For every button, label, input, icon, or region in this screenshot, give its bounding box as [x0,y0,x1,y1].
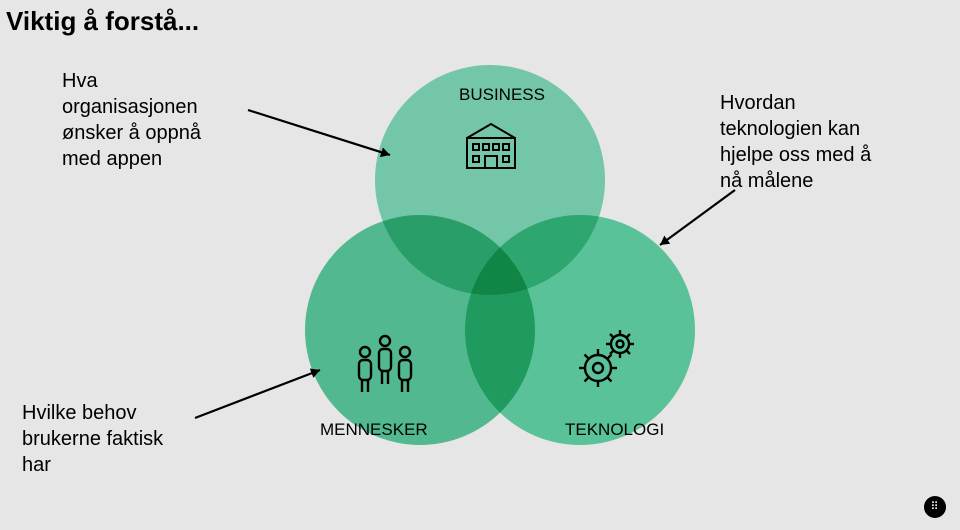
brand-logo-icon: ⠿ [924,496,946,518]
arrow-people [0,0,960,530]
